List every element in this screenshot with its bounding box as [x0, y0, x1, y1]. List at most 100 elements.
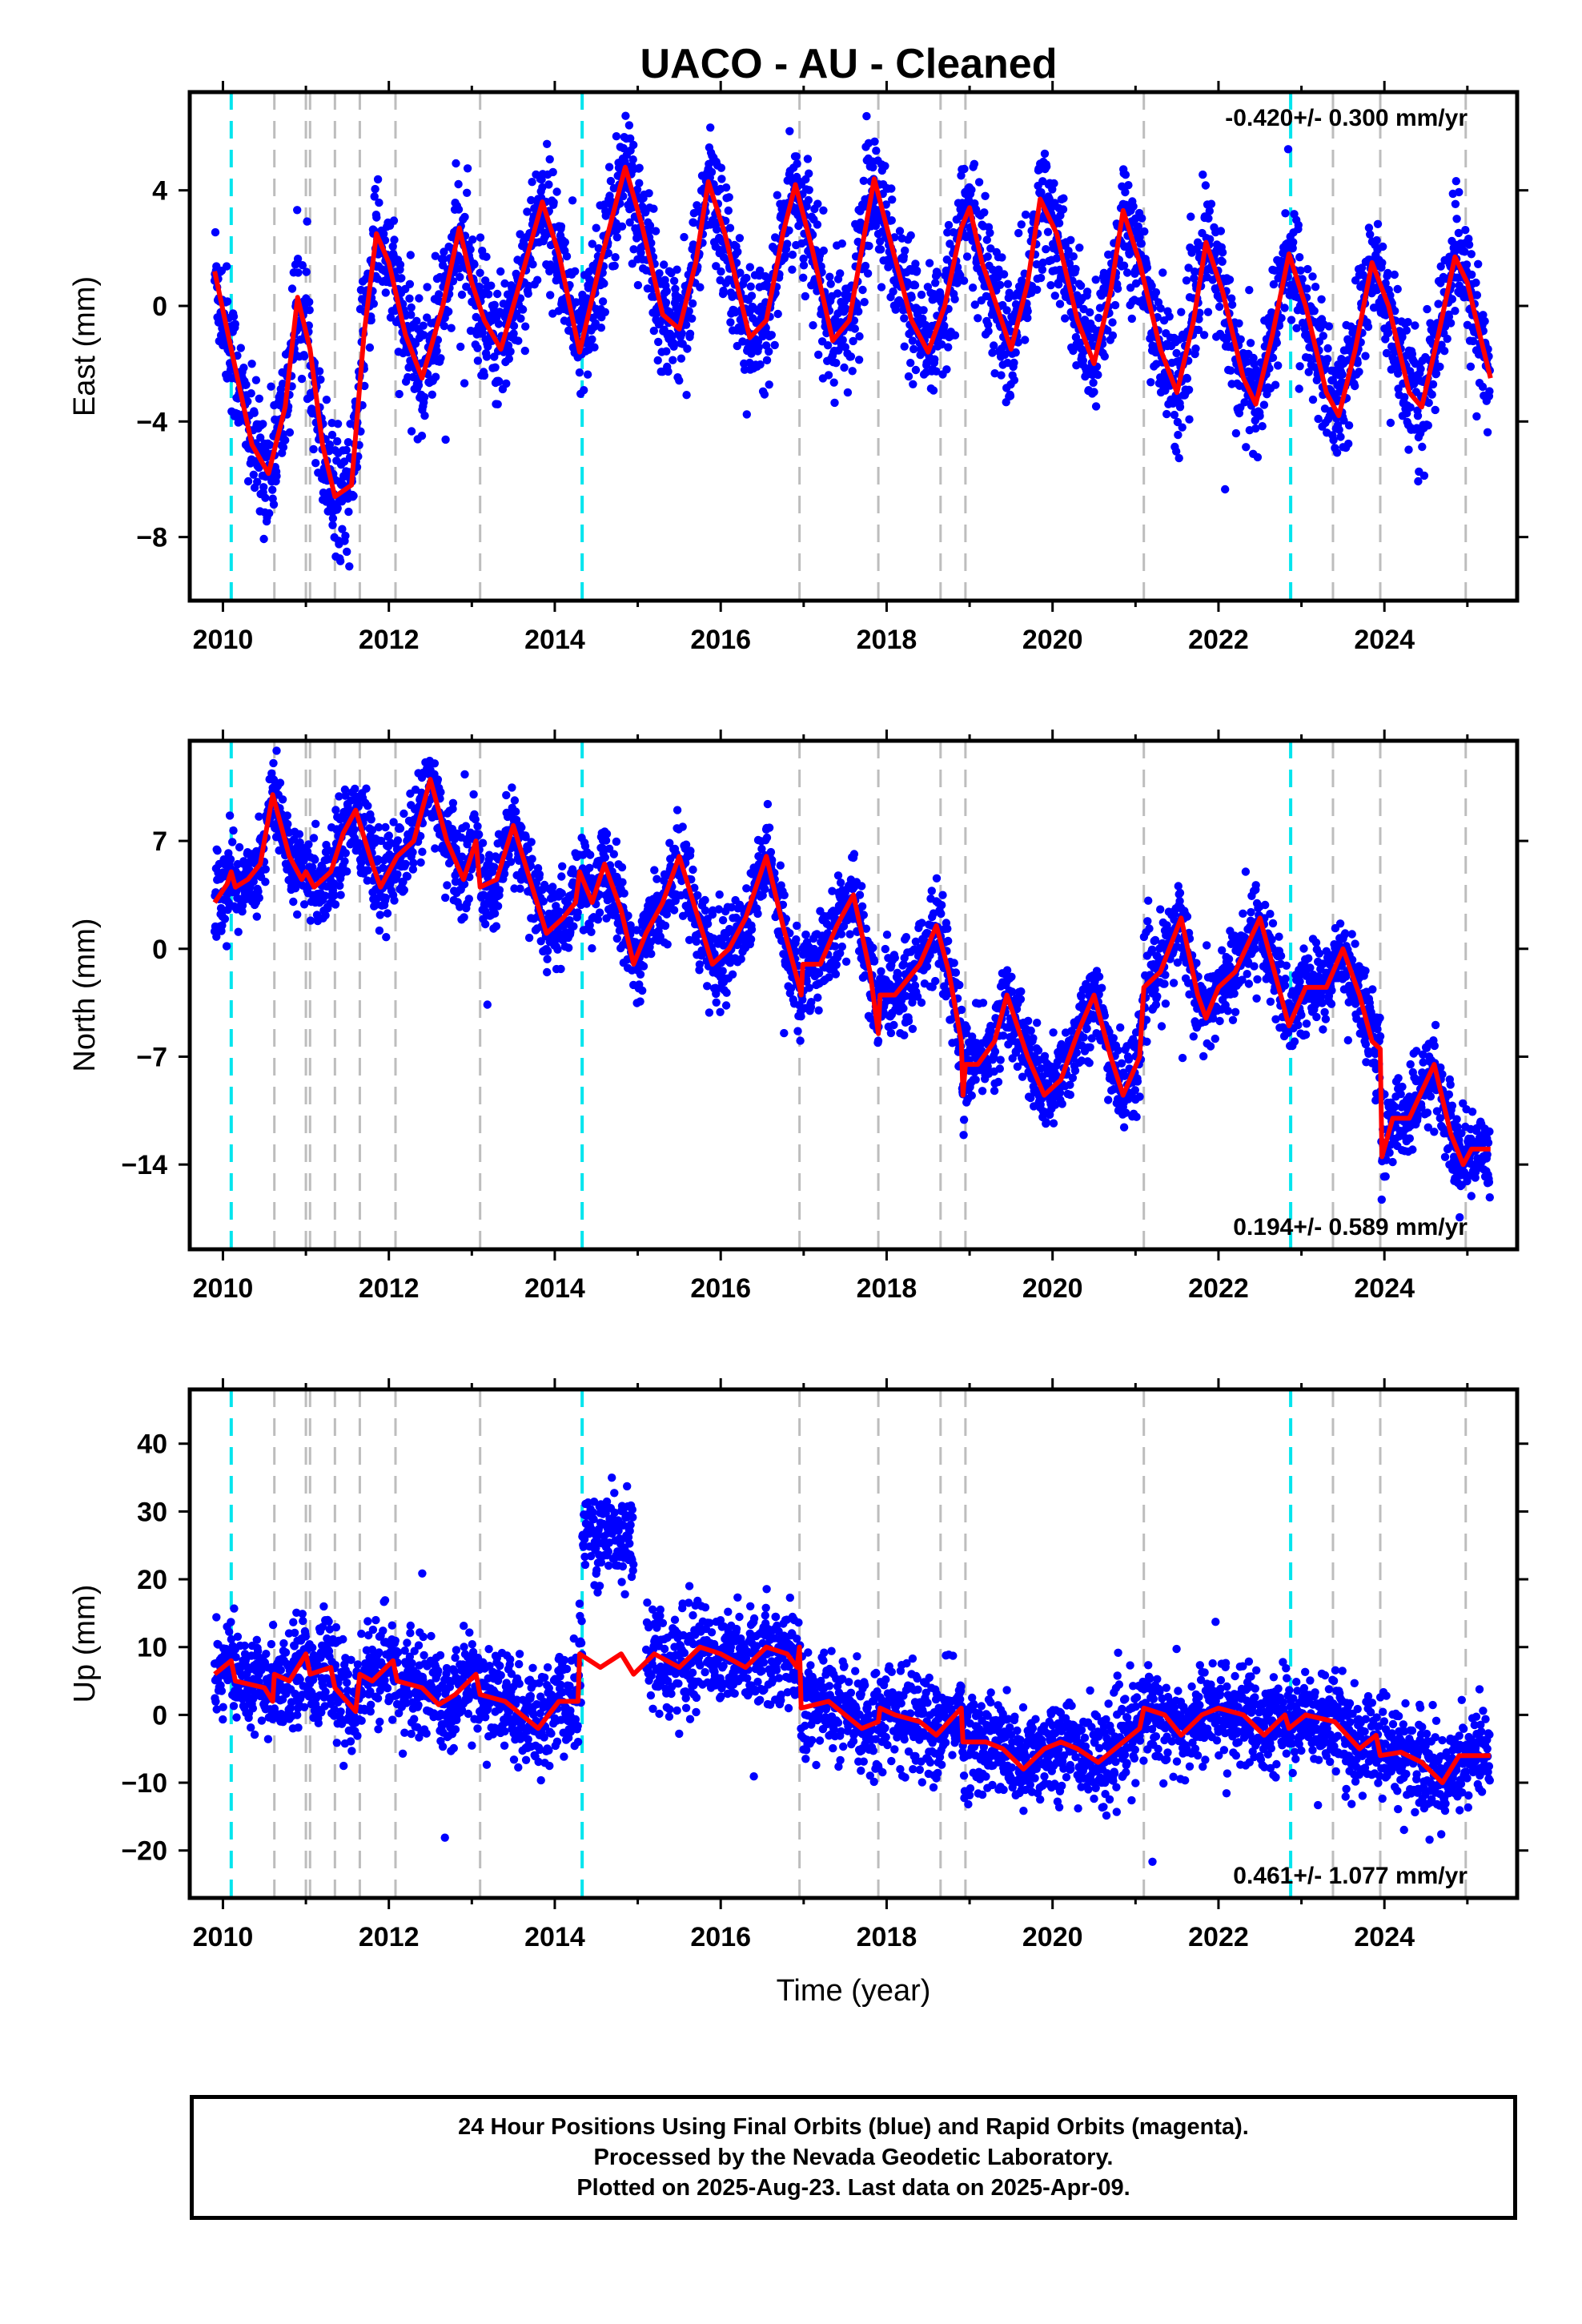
data-point: [861, 261, 870, 271]
data-point: [625, 218, 634, 227]
data-point: [1452, 215, 1461, 223]
data-point: [383, 909, 392, 918]
data-point: [441, 435, 450, 444]
data-point: [558, 862, 567, 871]
data-point: [604, 844, 614, 854]
data-point: [420, 392, 429, 402]
data-point: [610, 261, 619, 271]
data-point: [907, 293, 916, 302]
data-point: [1137, 239, 1146, 248]
data-point: [1201, 181, 1211, 190]
data-point: [333, 436, 342, 446]
data-point: [557, 889, 566, 898]
data-point: [837, 239, 847, 248]
data-point: [460, 770, 469, 779]
data-point: [242, 380, 251, 389]
data-point: [1436, 262, 1445, 271]
data-point: [344, 507, 353, 517]
data-point: [587, 927, 596, 937]
data-point: [396, 824, 405, 833]
data-point: [895, 227, 905, 235]
data-point: [1308, 395, 1318, 404]
data-point: [1480, 316, 1489, 326]
data-point: [850, 324, 860, 333]
data-point: [906, 359, 915, 368]
data-point: [1184, 385, 1194, 394]
data-point: [917, 290, 926, 300]
data-point: [419, 321, 428, 330]
data-point: [1089, 378, 1098, 388]
data-point: [509, 329, 518, 338]
data-point: [1288, 243, 1297, 253]
data-point: [983, 252, 992, 261]
data-point: [967, 185, 976, 195]
data-point: [1281, 209, 1290, 218]
data-point: [514, 336, 523, 345]
data-point: [1451, 199, 1460, 208]
data-point: [943, 228, 952, 237]
data-point: [1126, 283, 1135, 292]
data-point: [403, 872, 412, 881]
data-point: [877, 283, 886, 292]
data-point: [319, 489, 328, 497]
data-point: [1269, 279, 1279, 289]
data-point: [478, 838, 488, 847]
data-point: [556, 964, 565, 974]
data-point: [1146, 378, 1155, 387]
data-point: [982, 235, 992, 244]
data-point: [491, 363, 500, 372]
data-point: [390, 235, 399, 244]
data-point: [456, 272, 464, 282]
data-point: [919, 306, 928, 315]
data-point: [283, 819, 292, 829]
data-point: [1472, 412, 1481, 421]
data-point: [340, 857, 349, 866]
data-point: [1344, 439, 1353, 448]
data-point: [1090, 388, 1098, 396]
data-point: [1379, 242, 1387, 251]
data-point: [819, 206, 828, 215]
data-point: [562, 251, 572, 261]
data-point: [363, 802, 372, 810]
data-point: [1372, 235, 1381, 245]
data-point: [638, 986, 647, 995]
data-point: [1406, 367, 1415, 376]
data-point: [1461, 226, 1470, 235]
data-point: [724, 206, 733, 215]
data-point: [340, 785, 350, 794]
data-point: [1287, 316, 1296, 324]
data-point: [508, 783, 516, 792]
data-point: [502, 379, 511, 388]
data-point: [733, 247, 742, 256]
data-point: [389, 216, 399, 225]
data-point: [1036, 273, 1046, 283]
data-point: [278, 380, 287, 388]
data-point: [495, 886, 504, 895]
data-point: [211, 227, 220, 237]
data-point: [539, 897, 548, 906]
data-point: [1215, 302, 1224, 312]
data-point: [1295, 384, 1303, 393]
data-point: [1199, 170, 1207, 179]
data-point: [416, 858, 425, 867]
data-point: [849, 316, 859, 325]
data-point: [250, 408, 259, 417]
data-point: [633, 280, 643, 290]
data-point: [876, 245, 885, 254]
data-point: [1418, 442, 1427, 452]
data-point: [560, 238, 569, 247]
data-point: [1468, 336, 1478, 346]
data-point: [1227, 294, 1236, 303]
data-point: [814, 350, 823, 360]
data-point: [424, 726, 432, 734]
data-point: [510, 796, 520, 805]
data-point: [628, 155, 637, 164]
data-point: [1086, 308, 1094, 317]
data-point: [212, 932, 221, 941]
data-point: [930, 355, 939, 364]
x-tick-label: 2018: [857, 625, 917, 655]
data-point: [649, 204, 658, 213]
data-point: [268, 485, 277, 494]
data-point: [456, 342, 465, 352]
data-point: [854, 307, 863, 316]
